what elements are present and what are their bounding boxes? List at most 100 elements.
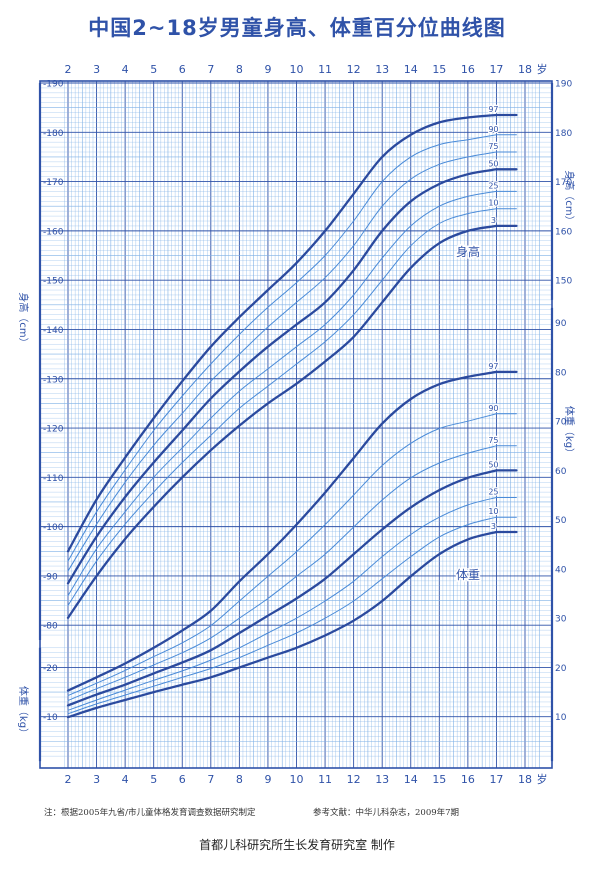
height-axis-title-left: 身高（cm） [17, 292, 30, 347]
weight-tick-label-right: 80 [555, 368, 567, 378]
height-tick-label-left: -110 [43, 474, 64, 484]
height-percentile-label-p50: 50 [488, 159, 498, 168]
height-tick-label-left: -80 [43, 622, 58, 632]
x-unit-label: 岁 [537, 772, 548, 786]
height-tick-label-left: -150 [43, 277, 64, 287]
height-tick-label-right: 180 [555, 129, 572, 139]
height-tick-label-left: -180 [43, 129, 64, 139]
weight-axis-title-right: 体重（kg） [563, 406, 576, 458]
weight-percentile-label-p75: 75 [488, 436, 498, 445]
x-tick-label: 12 [347, 773, 361, 786]
height-tick-label-left: -90 [43, 572, 58, 582]
height-percentile-label-p10: 10 [488, 199, 498, 208]
x-tick-label: 4 [122, 63, 129, 76]
x-tick-label: 15 [432, 63, 446, 76]
height-percentile-label-p90: 90 [488, 125, 498, 134]
height-percentile-label-p75: 75 [488, 142, 498, 151]
x-tick-label: 18 [518, 773, 532, 786]
x-tick-label: 5 [150, 773, 157, 786]
x-tick-label: 2 [65, 63, 72, 76]
height-percentile-label-p25: 25 [488, 181, 498, 190]
x-tick-label: 9 [264, 773, 271, 786]
weight-curve-p90 [67, 413, 517, 697]
x-tick-label: 14 [404, 63, 418, 76]
x-tick-label: 17 [489, 773, 503, 786]
weight-curve-p25 [67, 497, 517, 711]
reference-note: 参考文献：中华儿科杂志，2009年7期 [313, 808, 460, 818]
percentile-curves [66, 113, 518, 719]
x-tick-label: 10 [290, 773, 304, 786]
x-tick-label: 7 [207, 63, 214, 76]
x-tick-label: 11 [318, 773, 332, 786]
x-tick-label: 13 [375, 63, 389, 76]
footnote: 注：根据2005年九省/市儿童体格发育调查数据研究制定 [44, 808, 256, 818]
x-tick-label: 10 [290, 63, 304, 76]
height-tick-label-left: -120 [43, 425, 64, 435]
weight-tick-label-right: 10 [555, 713, 567, 723]
axis-labels: 2 2 3 3 4 4 5 5 6 6 7 7 8 8 9 9 10 10 11 11 12 12 13 13 14 14 15 15… [17, 62, 576, 786]
x-tick-label: 16 [461, 63, 475, 76]
height-tick-label-left: -160 [43, 227, 64, 237]
x-tick-label: 8 [236, 63, 243, 76]
height-tick-label-right: 160 [555, 227, 572, 237]
x-tick-label: 11 [318, 63, 332, 76]
height-curve-p50 [66, 168, 518, 585]
weight-curve-p75 [67, 445, 517, 701]
weight-percentile-label-p50: 50 [488, 460, 498, 469]
x-tick-label: 3 [93, 63, 100, 76]
x-tick-label: 6 [179, 773, 186, 786]
height-curve-p75 [67, 151, 517, 572]
x-tick-label: 15 [432, 773, 446, 786]
height-axis-title-right: 身高（cm） [563, 170, 576, 225]
weight-tick-label-right: 70 [555, 418, 567, 428]
height-tick-label-right: 190 [555, 80, 572, 90]
weight-curve-p3 [66, 530, 518, 719]
x-tick-label: 18 [518, 63, 532, 76]
height-tick-label-left: -140 [43, 326, 64, 336]
weight-tick-label-right: 20 [555, 664, 567, 674]
x-tick-label: 8 [236, 773, 243, 786]
x-tick-label: 13 [375, 773, 389, 786]
weight-tick-label-left: -20 [43, 664, 58, 674]
height-curve-p90 [67, 134, 517, 562]
height-tick-label-left: -130 [43, 375, 64, 385]
x-tick-label: 9 [264, 63, 271, 76]
height-tick-label-left: -170 [43, 178, 64, 188]
x-tick-label: 12 [347, 63, 361, 76]
weight-curve-p50 [66, 469, 518, 707]
height-tick-label-left: -190 [43, 80, 64, 90]
height-percentile-label-p3: 3 [491, 216, 496, 225]
x-tick-label: 6 [179, 63, 186, 76]
height-curve-p97 [66, 113, 518, 553]
weight-axis-title-left: 体重（kg） [17, 686, 30, 738]
x-tick-label: 3 [93, 773, 100, 786]
x-tick-label: 4 [122, 773, 129, 786]
height-curve-p10 [67, 208, 517, 606]
weight-percentile-label-p3: 3 [491, 522, 496, 531]
x-tick-label: 2 [65, 773, 72, 786]
x-tick-label: 5 [150, 63, 157, 76]
page-title: 中国2~18岁男童身高、体重百分位曲线图 [88, 16, 506, 40]
height-curve-p25 [67, 190, 517, 597]
weight-percentile-label-p25: 25 [488, 488, 498, 497]
height-region-label: 身高 [456, 244, 480, 259]
height-percentile-label-p97: 97 [488, 105, 498, 114]
weight-region-label: 体重 [456, 568, 480, 582]
height-curve-p3 [66, 224, 518, 619]
weight-tick-label-right: 90 [555, 319, 567, 329]
weight-percentile-label-p97: 97 [488, 362, 498, 371]
weight-tick-label-right: 30 [555, 615, 567, 625]
x-tick-label: 7 [207, 773, 214, 786]
height-tick-label-right: 170 [555, 178, 572, 188]
weight-tick-label-right: 50 [555, 516, 567, 526]
weight-tick-label-left: -10 [43, 713, 58, 723]
plot-frame [39, 80, 553, 769]
weight-tick-label-right: 40 [555, 565, 567, 575]
x-tick-label: 14 [404, 773, 418, 786]
weight-curve-p10 [67, 516, 517, 715]
weight-percentile-label-p10: 10 [488, 507, 498, 516]
weight-tick-label-right: 60 [555, 467, 567, 477]
x-tick-label: 16 [461, 773, 475, 786]
height-tick-label-right: 150 [555, 277, 572, 287]
